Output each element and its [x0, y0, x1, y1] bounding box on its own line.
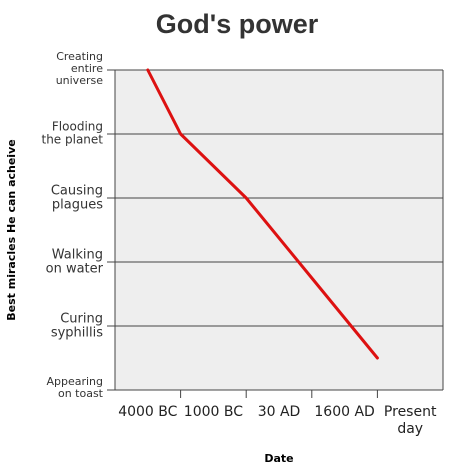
y-axis-title: Best miracles He can acheive [5, 139, 18, 320]
x-tick-labels: 4000 BC 1000 BC 30 AD 1600 AD Present day [118, 404, 437, 437]
x-tick-label: Present day [384, 404, 437, 437]
x-tick-label: 30 AD [258, 404, 301, 420]
plot-area [115, 70, 443, 390]
y-tick-label: Causing plagues [51, 184, 103, 213]
x-tick-label: 1000 BC [184, 404, 243, 420]
y-tick-label: Creating entire universe [56, 50, 104, 87]
y-tick-label: Walking on water [46, 248, 104, 277]
y-tick-labels: Creating entire universe Flooding the planet… [41, 50, 103, 400]
series-line [146, 68, 379, 360]
y-tick-label: Curing syphillis [51, 312, 103, 341]
x-tick-label: 4000 BC [118, 404, 177, 420]
axes [114, 70, 444, 398]
series-group [146, 68, 379, 360]
y-tick-label: Appearing on toast [46, 375, 103, 400]
y-tick-label: Flooding the planet [41, 120, 103, 147]
x-axis-title: Date [264, 452, 293, 465]
chart-title: God's power [156, 9, 319, 39]
x-tick-label: 1600 AD [314, 404, 374, 420]
